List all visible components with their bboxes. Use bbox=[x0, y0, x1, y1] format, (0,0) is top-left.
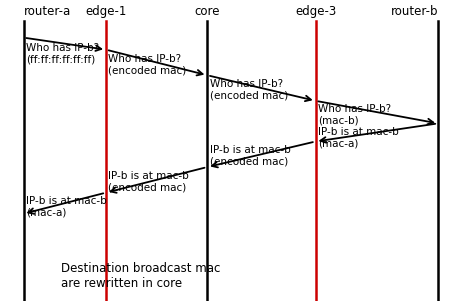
Text: Who has IP-b?
(ff:ff:ff:ff:ff:ff): Who has IP-b? (ff:ff:ff:ff:ff:ff) bbox=[26, 43, 99, 64]
Text: Who has IP-b?
(encoded mac): Who has IP-b? (encoded mac) bbox=[108, 54, 187, 76]
Text: core: core bbox=[195, 5, 220, 18]
Text: edge-1: edge-1 bbox=[85, 5, 127, 18]
Text: edge-3: edge-3 bbox=[295, 5, 336, 18]
Text: IP-b is at mac-b
(mac-a): IP-b is at mac-b (mac-a) bbox=[318, 127, 398, 149]
Text: router-b: router-b bbox=[390, 5, 438, 18]
Text: router-a: router-a bbox=[24, 5, 71, 18]
Text: IP-b is at mac-b
(encoded mac): IP-b is at mac-b (encoded mac) bbox=[210, 145, 290, 167]
Text: Who has IP-b?
(encoded mac): Who has IP-b? (encoded mac) bbox=[210, 79, 288, 101]
Text: IP-b is at mac-b
(encoded mac): IP-b is at mac-b (encoded mac) bbox=[108, 171, 189, 192]
Text: IP-b is at mac-b
(mac-a): IP-b is at mac-b (mac-a) bbox=[26, 196, 106, 217]
Text: Who has IP-b?
(mac-b): Who has IP-b? (mac-b) bbox=[318, 104, 391, 126]
Text: Destination broadcast mac
are rewritten in core: Destination broadcast mac are rewritten … bbox=[61, 262, 220, 290]
